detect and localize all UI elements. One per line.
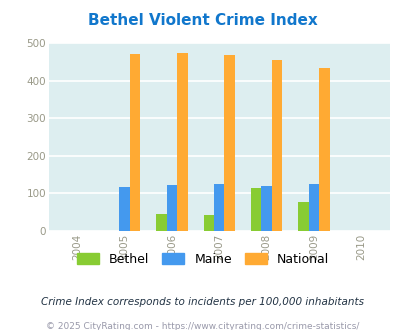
- Text: © 2025 CityRating.com - https://www.cityrating.com/crime-statistics/: © 2025 CityRating.com - https://www.city…: [46, 322, 359, 330]
- Bar: [318, 69, 329, 231]
- Bar: [177, 53, 187, 231]
- Bar: [213, 184, 224, 231]
- Bar: [298, 202, 308, 231]
- Bar: [130, 54, 140, 231]
- Bar: [261, 186, 271, 231]
- Bar: [308, 184, 318, 231]
- Bar: [203, 215, 213, 231]
- Bar: [166, 185, 177, 231]
- Legend: Bethel, Maine, National: Bethel, Maine, National: [77, 253, 328, 266]
- Bar: [119, 187, 130, 231]
- Bar: [224, 55, 234, 231]
- Bar: [271, 60, 281, 231]
- Bar: [250, 188, 261, 231]
- Text: Bethel Violent Crime Index: Bethel Violent Crime Index: [88, 13, 317, 28]
- Text: Crime Index corresponds to incidents per 100,000 inhabitants: Crime Index corresponds to incidents per…: [41, 297, 364, 307]
- Bar: [156, 214, 166, 231]
